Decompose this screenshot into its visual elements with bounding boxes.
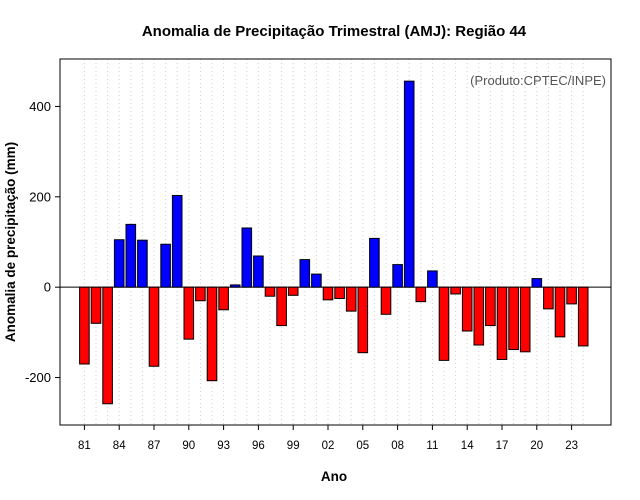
bars-group xyxy=(79,80,589,405)
bar-94 xyxy=(229,284,241,288)
y-tick-label: 200 xyxy=(29,189,51,204)
bar-91 xyxy=(195,286,206,302)
bar-86 xyxy=(137,239,148,288)
y-axis-label: Anomalia de precipitação (mm) xyxy=(3,142,18,342)
bar-85 xyxy=(125,223,137,288)
bar-02 xyxy=(322,286,334,301)
x-tick-label: 11 xyxy=(426,440,438,452)
bar-08 xyxy=(392,264,403,288)
y-tick-label: 400 xyxy=(29,99,51,114)
bar-84 xyxy=(113,239,125,288)
bar-00 xyxy=(299,259,311,288)
chart-title: Anomalia de Precipitação Trimestral (AMJ… xyxy=(142,23,527,40)
bar-18 xyxy=(508,286,519,351)
bar-92 xyxy=(206,286,218,382)
x-tick-label: 17 xyxy=(496,440,509,452)
bar-17 xyxy=(496,286,508,360)
bar-90 xyxy=(183,286,195,340)
bar-98 xyxy=(276,286,287,327)
x-tick-label: 02 xyxy=(322,440,335,452)
bar-87 xyxy=(148,286,160,367)
bar-96 xyxy=(253,255,264,288)
bar-81 xyxy=(79,286,90,365)
bar-99 xyxy=(287,286,299,296)
x-tick-label: 20 xyxy=(530,440,543,452)
x-tick-label: 08 xyxy=(391,440,404,452)
bar-14 xyxy=(461,286,473,332)
x-axis-label: Ano xyxy=(321,469,347,484)
bar-20 xyxy=(531,278,543,288)
bar-07 xyxy=(380,286,392,315)
bar-16 xyxy=(485,286,496,327)
bar-11 xyxy=(427,270,438,288)
bar-89 xyxy=(171,194,183,288)
bar-22 xyxy=(554,286,566,338)
bar-21 xyxy=(543,286,554,310)
x-tick-label: 23 xyxy=(565,440,578,452)
bar-88 xyxy=(160,243,171,288)
y-tick-label: 0 xyxy=(44,280,51,295)
y-tick-label: -200 xyxy=(25,370,51,385)
bar-83 xyxy=(102,286,113,405)
plot-frame xyxy=(59,58,612,426)
bar-04 xyxy=(345,286,357,312)
x-tick-label: 96 xyxy=(252,440,265,452)
x-tick-label: 05 xyxy=(356,440,369,452)
x-tick-label: 81 xyxy=(78,440,91,452)
bar-06 xyxy=(369,237,380,288)
x-tick-label: 99 xyxy=(287,440,300,452)
grid-lines xyxy=(83,59,584,425)
x-tick-label: 87 xyxy=(148,440,161,452)
bar-03 xyxy=(334,286,345,299)
bar-12 xyxy=(438,286,450,361)
x-axis: 81 84 87 90 93 96 99 02 05 08 11 14 17 20 23 xyxy=(78,425,578,452)
bar-01 xyxy=(311,273,322,288)
bar-05 xyxy=(357,286,369,354)
bar-97 xyxy=(264,286,276,297)
bar-15 xyxy=(473,286,485,346)
bar-09 xyxy=(403,80,415,288)
bar-10 xyxy=(415,286,427,303)
source-annotation: (Produto:CPTEC/INPE) xyxy=(470,73,606,88)
bar-24 xyxy=(577,286,589,347)
bar-93 xyxy=(218,286,229,311)
bar-82 xyxy=(90,286,102,324)
x-tick-label: 14 xyxy=(461,440,474,452)
y-axis: -200 0 200 400 xyxy=(25,99,60,385)
x-tick-label: 93 xyxy=(217,440,230,452)
x-tick-label: 84 xyxy=(113,440,126,452)
bar-19 xyxy=(519,286,531,353)
x-tick-label: 90 xyxy=(182,440,195,452)
bar-23 xyxy=(566,286,577,305)
bar-13 xyxy=(450,286,461,295)
bar-95 xyxy=(241,227,253,288)
